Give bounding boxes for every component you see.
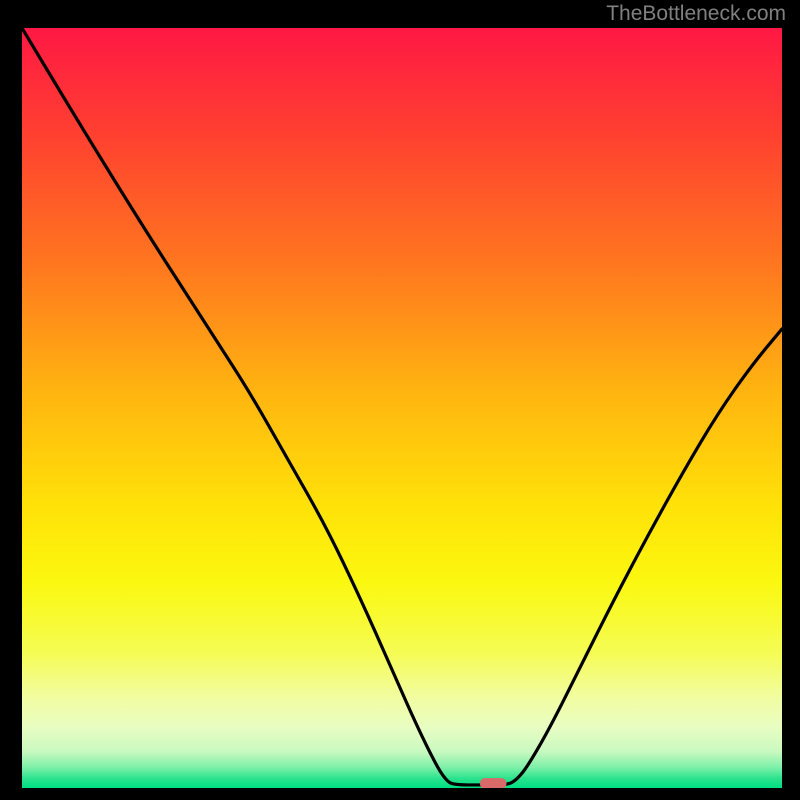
plot-area bbox=[22, 28, 782, 788]
bottleneck-chart bbox=[22, 28, 782, 788]
watermark-text: TheBottleneck.com bbox=[606, 2, 786, 26]
gradient-background bbox=[22, 28, 782, 788]
optimal-marker bbox=[480, 778, 507, 788]
chart-frame: TheBottleneck.com bbox=[0, 0, 800, 800]
